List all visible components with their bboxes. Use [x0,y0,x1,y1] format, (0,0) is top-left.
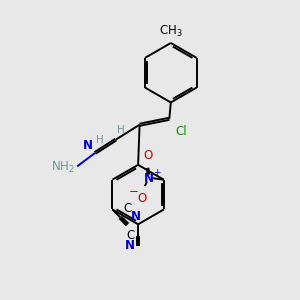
Text: +: + [153,168,160,177]
Text: −: − [129,184,139,197]
Text: N: N [124,239,134,252]
Text: N: N [83,139,93,152]
Text: O: O [137,192,146,205]
Text: N: N [130,210,140,223]
Text: N: N [144,172,154,185]
Text: H: H [117,125,125,135]
Text: O: O [143,149,152,163]
Text: C: C [126,229,134,242]
Text: NH$_2$: NH$_2$ [51,160,75,176]
Text: CH$_3$: CH$_3$ [159,24,183,39]
Text: Cl: Cl [176,125,188,138]
Text: C: C [123,202,132,215]
Text: H: H [97,135,104,145]
